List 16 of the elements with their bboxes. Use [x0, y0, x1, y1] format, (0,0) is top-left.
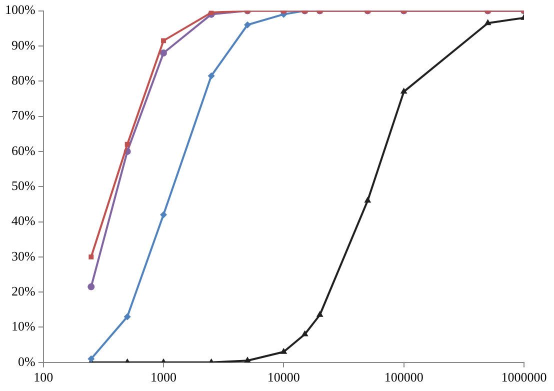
y-tick-label: 30%	[11, 248, 36, 264]
y-tick-label: 50%	[11, 178, 36, 194]
y-tick-label: 60%	[11, 142, 36, 158]
y-tick-label: 100%	[4, 2, 36, 18]
y-tick-label: 70%	[11, 108, 36, 123]
y-tick-label: 10%	[11, 318, 36, 334]
x-tick-label: 1000	[150, 370, 176, 385]
x-tick-label: 10000	[267, 370, 300, 385]
y-tick-label: 20%	[11, 284, 36, 298]
y-tick-label: 40%	[11, 213, 36, 228]
y-tick-label: 0%	[18, 354, 36, 369]
x-tick-label: 100000	[384, 370, 424, 385]
y-tick-label: 80%	[11, 72, 36, 88]
x-tick-label: 100	[34, 370, 54, 385]
x-tick-label: 1000000	[501, 370, 547, 385]
y-tick-label: 90%	[11, 37, 36, 52]
